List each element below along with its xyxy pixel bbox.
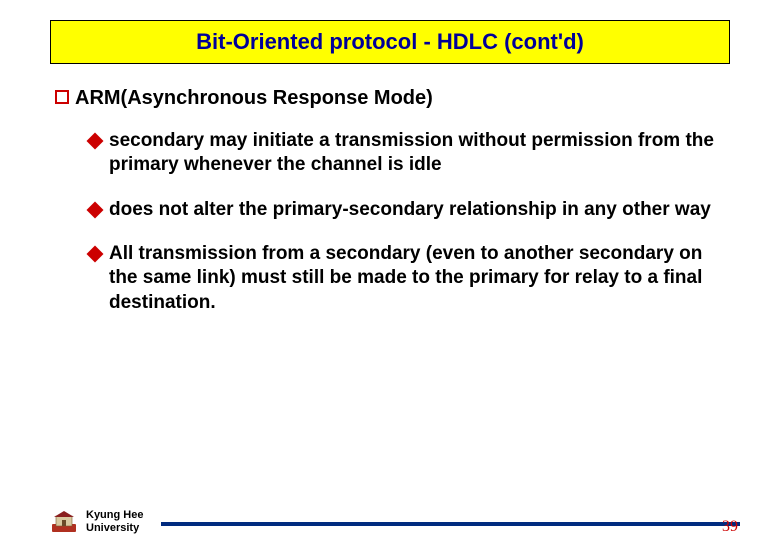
slide-title: Bit-Oriented protocol - HDLC (cont'd): [196, 29, 584, 54]
list-item: ARM(Asynchronous Response Mode): [55, 86, 725, 111]
level2-text: does not alter the primary-secondary rel…: [109, 198, 711, 222]
university-name: Kyung Hee University: [86, 509, 143, 534]
university-name-line1: Kyung Hee: [86, 509, 143, 522]
university-logo-icon: [50, 510, 78, 534]
diamond-bullet-icon: [87, 201, 104, 218]
list-item: secondary may initiate a transmission wi…: [89, 129, 725, 178]
level2-text: secondary may initiate a transmission wi…: [109, 129, 725, 178]
university-name-line2: University: [86, 522, 143, 535]
footer-rule-wrap: [161, 518, 740, 526]
slide-title-bar: Bit-Oriented protocol - HDLC (cont'd): [50, 20, 730, 64]
square-bullet-icon: [55, 90, 69, 104]
list-item: All transmission from a secondary (even …: [89, 242, 725, 315]
slide-footer: Kyung Hee University 39: [0, 502, 780, 542]
diamond-bullet-icon: [87, 245, 104, 262]
page-number: 39: [722, 518, 738, 536]
footer-rule: [161, 522, 740, 526]
slide-content: ARM(Asynchronous Response Mode) secondar…: [55, 86, 725, 315]
sub-list: secondary may initiate a transmission wi…: [89, 129, 725, 315]
level2-text: All transmission from a secondary (even …: [109, 242, 725, 315]
list-item: does not alter the primary-secondary rel…: [89, 198, 725, 222]
diamond-bullet-icon: [87, 133, 104, 150]
level1-text: ARM(Asynchronous Response Mode): [75, 86, 433, 111]
